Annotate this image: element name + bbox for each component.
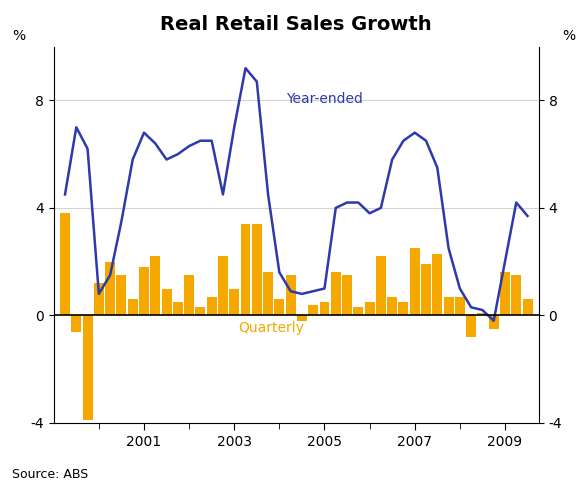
Bar bbox=[218, 256, 228, 315]
Bar bbox=[139, 267, 149, 315]
Bar bbox=[342, 275, 352, 315]
Bar bbox=[60, 213, 70, 315]
Bar bbox=[477, 313, 487, 315]
Bar bbox=[240, 224, 250, 315]
Bar bbox=[71, 315, 81, 331]
Bar bbox=[252, 224, 262, 315]
Bar bbox=[365, 302, 375, 315]
Title: Real Retail Sales Growth: Real Retail Sales Growth bbox=[161, 15, 432, 34]
Bar bbox=[512, 275, 521, 315]
Bar bbox=[94, 283, 104, 315]
Bar bbox=[443, 297, 453, 315]
Bar bbox=[376, 256, 386, 315]
Bar bbox=[421, 264, 431, 315]
Bar bbox=[195, 307, 205, 315]
Bar bbox=[286, 275, 296, 315]
Bar bbox=[466, 315, 476, 337]
Bar bbox=[297, 315, 307, 321]
Bar bbox=[500, 272, 510, 315]
Text: Quarterly: Quarterly bbox=[238, 321, 304, 335]
Bar bbox=[410, 248, 420, 315]
Bar bbox=[184, 275, 194, 315]
Text: %: % bbox=[12, 29, 26, 43]
Bar bbox=[319, 302, 329, 315]
Bar bbox=[489, 315, 499, 329]
Bar bbox=[151, 256, 160, 315]
Bar bbox=[523, 299, 533, 315]
Bar bbox=[105, 262, 115, 315]
Bar bbox=[162, 288, 172, 315]
Bar bbox=[173, 302, 183, 315]
Bar bbox=[128, 299, 138, 315]
Bar bbox=[207, 297, 216, 315]
Bar bbox=[229, 288, 239, 315]
Bar bbox=[387, 297, 397, 315]
Text: Source: ABS: Source: ABS bbox=[12, 468, 88, 481]
Bar bbox=[263, 272, 273, 315]
Bar bbox=[399, 302, 409, 315]
Bar bbox=[308, 305, 318, 315]
Bar bbox=[83, 315, 92, 420]
Text: %: % bbox=[562, 29, 575, 43]
Bar bbox=[353, 307, 363, 315]
Bar bbox=[331, 272, 340, 315]
Bar bbox=[432, 254, 442, 315]
Text: Year-ended: Year-ended bbox=[286, 92, 363, 106]
Bar bbox=[455, 297, 465, 315]
Bar bbox=[275, 299, 285, 315]
Bar bbox=[116, 275, 126, 315]
